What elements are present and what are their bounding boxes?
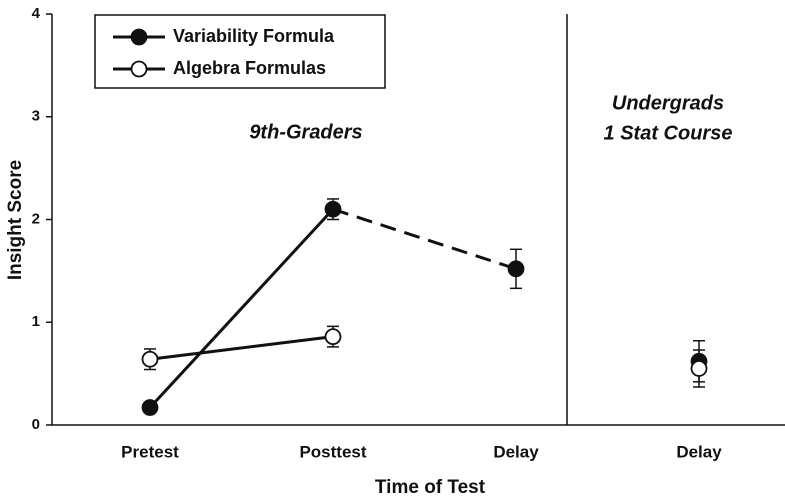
x-tick-label: Pretest (121, 442, 179, 461)
legend-marker (130, 60, 148, 78)
x-axis-title: Time of Test (375, 477, 486, 498)
x-tick-label: Delay (493, 442, 539, 461)
x-tick-label: Delay (676, 442, 722, 461)
marker (324, 328, 342, 346)
y-tick-label: 4 (32, 5, 41, 22)
annotation: 9th-Graders (249, 121, 362, 143)
annotation: 1 Stat Course (604, 122, 733, 144)
marker (324, 200, 342, 218)
annotation: Undergrads (612, 92, 724, 114)
y-tick-label: 3 (32, 108, 40, 125)
legend-label: Variability Formula (173, 26, 335, 46)
y-tick-label: 2 (32, 210, 40, 227)
marker (141, 350, 159, 368)
marker (141, 399, 159, 416)
line-segment (149, 335, 334, 361)
y-tick-label: 0 (32, 416, 40, 433)
legend-marker (130, 28, 148, 46)
marker (507, 260, 525, 278)
legend-label: Algebra Formulas (173, 58, 326, 78)
x-tick-label: Posttest (299, 442, 366, 461)
marker (690, 360, 708, 377)
y-axis-title: Insight Score (5, 160, 26, 280)
line-segment (332, 207, 517, 271)
y-tick-label: 1 (32, 313, 40, 330)
line-segment (148, 208, 335, 409)
